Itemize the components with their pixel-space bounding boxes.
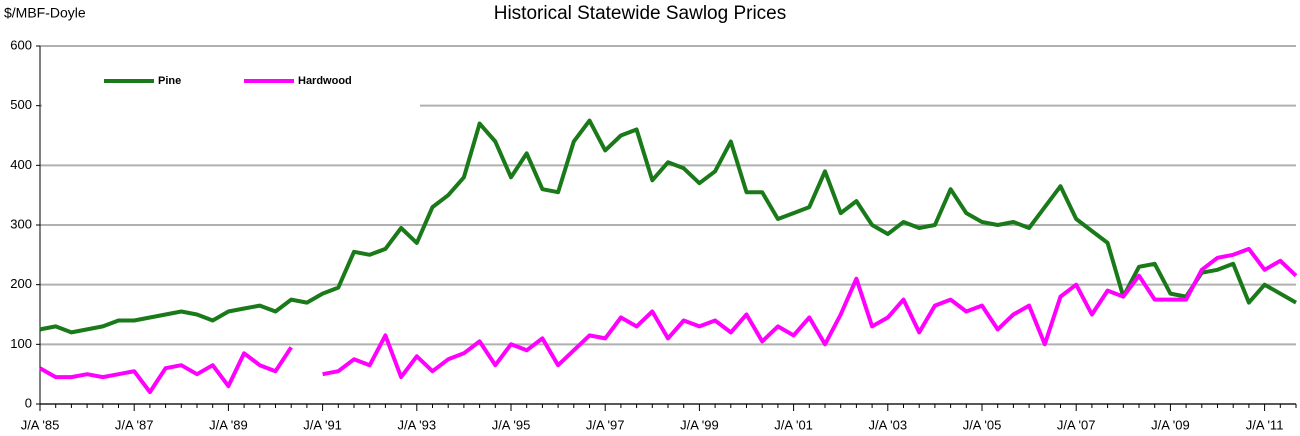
x-tick-label: J/A '01 (774, 417, 813, 432)
x-tick-label: J/A '91 (303, 417, 342, 432)
y-tick-label: 400 (10, 157, 32, 172)
y-tick-label: 100 (10, 336, 32, 351)
legend-label: Hardwood (298, 75, 352, 87)
legend-box (42, 52, 420, 108)
x-tick-label: J/A '89 (209, 417, 248, 432)
y-tick-label: 500 (10, 97, 32, 112)
x-tick-label: J/A '07 (1057, 417, 1096, 432)
legend-label: Pine (158, 75, 181, 87)
x-tick-label: J/A '03 (868, 417, 907, 432)
line-series (39, 246, 1298, 395)
y-tick-label: 300 (10, 216, 32, 231)
x-tick-label: J/A '05 (963, 417, 1002, 432)
x-tick-label: J/A '85 (21, 417, 60, 432)
x-tick-label: J/A '97 (586, 417, 625, 432)
y-axis-label: $/MBF-Doyle (4, 5, 86, 21)
x-tick-label: J/A '95 (492, 417, 531, 432)
y-tick-label: 200 (10, 276, 32, 291)
x-tick-label: J/A '93 (397, 417, 436, 432)
y-tick-label: 600 (10, 37, 32, 52)
chart-title: Historical Statewide Sawlog Prices (494, 3, 787, 24)
line-series (39, 118, 1297, 335)
x-tick-label: J/A '11 (1246, 417, 1284, 432)
x-tick-label: J/A '87 (115, 417, 154, 432)
x-tick-label: J/A '09 (1151, 417, 1190, 432)
x-tick-label: J/A '99 (680, 417, 719, 432)
y-tick-label: 0 (25, 395, 32, 410)
